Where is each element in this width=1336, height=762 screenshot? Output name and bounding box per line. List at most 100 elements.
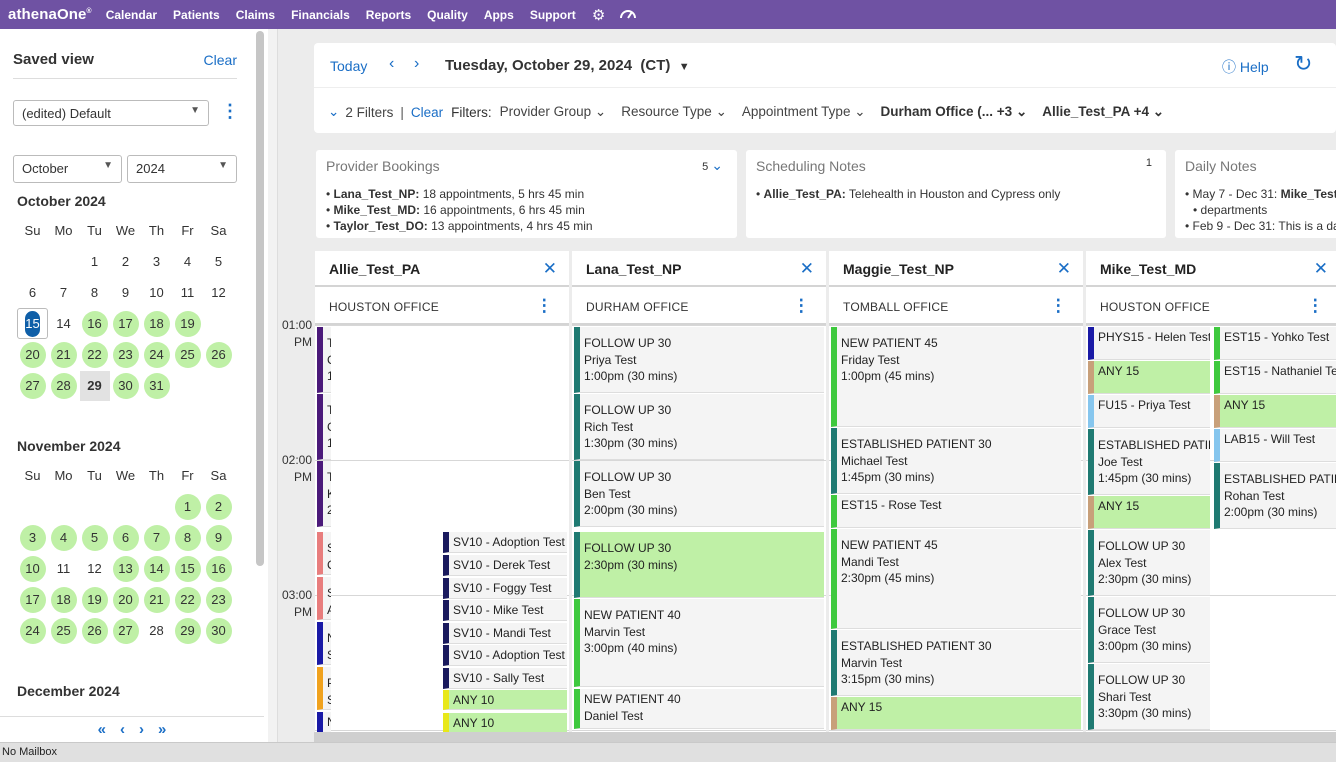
calendar-day[interactable]: 11 <box>172 277 203 308</box>
calendar-day[interactable]: 14 <box>48 308 79 339</box>
close-icon[interactable]: ✕ <box>1056 259 1071 278</box>
appointment-slot[interactable]: ESTABLISHED PATIENT 30 Michael Test 1:45pm… <box>831 428 1081 494</box>
calendar-day[interactable]: 20 <box>17 339 48 370</box>
saved-view-kebab-icon[interactable]: ⋮ <box>221 101 239 121</box>
next-day-icon[interactable]: › <box>414 55 420 72</box>
calendar-day[interactable]: 1 <box>79 246 110 277</box>
calendar-day[interactable]: 24 <box>17 615 48 646</box>
calendar-day[interactable]: 18 <box>48 584 79 615</box>
calendar-day[interactable]: 8 <box>172 522 203 553</box>
appointment-slot[interactable]: SICK VISIT 20Chloe Test <box>317 532 331 575</box>
column-kebab-icon[interactable]: ⋮ <box>1049 296 1067 315</box>
column-kebab-icon[interactable]: ⋮ <box>792 296 810 315</box>
appointment-slot[interactable]: ANY 15 <box>831 697 1081 730</box>
close-icon[interactable]: ✕ <box>542 259 557 278</box>
saved-view-select[interactable]: (edited) Default ▼ <box>13 100 209 126</box>
horizontal-scrollbar[interactable] <box>314 732 1336 742</box>
today-button[interactable]: Today <box>330 58 368 74</box>
appointment-slot[interactable]: EST15 - Rose Test <box>831 495 1081 528</box>
appointment-slot[interactable]: EST15 - Yohko Test <box>1214 327 1336 360</box>
appointment-slot[interactable]: ESTABLISHED PATIENT Joe Test 1:45pm (30 mi… <box>1088 429 1210 495</box>
calendar-day[interactable]: 31 <box>141 370 172 401</box>
current-date[interactable]: Tuesday, October 29, 2024 (CT) ▼ <box>445 57 690 74</box>
calendar-day[interactable]: 15 <box>172 553 203 584</box>
appointment-slot[interactable]: ANY 15 <box>1088 361 1210 394</box>
nav-support[interactable]: Support <box>529 7 576 22</box>
appointment-slot[interactable]: SICK VISIT 20Alex Test <box>317 577 331 620</box>
saved-view-clear-link[interactable]: Clear <box>203 52 237 68</box>
athena-logo[interactable]: athenaOne® <box>8 6 92 23</box>
nav-patients[interactable]: Patients <box>173 7 220 22</box>
column-kebab-icon[interactable]: ⋮ <box>1306 296 1324 315</box>
appointment-slot[interactable]: SV10 - Mike Test <box>443 600 567 621</box>
calendar-day[interactable]: 25 <box>172 339 203 370</box>
appointment-slot[interactable]: NEW PATIENT 40 Daniel Test <box>574 689 824 729</box>
close-icon[interactable]: ✕ <box>799 259 814 278</box>
nav-reports[interactable]: Reports <box>365 7 412 22</box>
month-select[interactable]: October ▼ <box>13 155 122 183</box>
filter-appointment-type[interactable]: Appointment Type ⌄ <box>742 104 866 120</box>
calendar-day[interactable]: 5 <box>79 522 110 553</box>
calendar-day[interactable]: 2 <box>110 246 141 277</box>
appointment-slot[interactable]: ANY 10 <box>443 713 567 733</box>
calendar-day[interactable]: 23 <box>110 339 141 370</box>
calendar-day[interactable]: 4 <box>172 246 203 277</box>
calendar-day[interactable]: 19 <box>79 584 110 615</box>
appointment-slot[interactable]: NEW PATIENT 20Stella Test <box>317 622 331 665</box>
appointment-slot[interactable]: FOLLOW UP 30 Rich Test 1:30pm (30 mins) <box>574 394 824 460</box>
prev-day-icon[interactable]: ‹ <box>389 55 395 72</box>
calendar-day[interactable]: 27 <box>110 615 141 646</box>
calendar-day[interactable]: 20 <box>110 584 141 615</box>
filters-toggle-chevron-icon[interactable]: ⌄ <box>328 104 340 119</box>
calendar-day[interactable]: 16 <box>79 308 110 339</box>
appointment-slot[interactable]: FOLLOW UP 30 Alex Test 2:30pm (30 mins) <box>1088 530 1210 596</box>
calendar-day[interactable]: 22 <box>172 584 203 615</box>
calendar-day[interactable]: 29 <box>79 370 110 401</box>
calendar-day[interactable]: 27 <box>17 370 48 401</box>
appointment-slot[interactable]: ANY 15 <box>1214 395 1336 428</box>
provider-bookings-count[interactable]: 5 ⌄ <box>702 157 723 174</box>
calendar-day[interactable]: 10 <box>141 277 172 308</box>
filter-department[interactable]: Durham Office (... +3 ⌄ <box>881 104 1028 120</box>
calendar-day[interactable]: 4 <box>48 522 79 553</box>
calendar-day[interactable]: 15 <box>17 308 48 339</box>
appointment-slot[interactable]: NEW PATIENT 45 Friday Test 1:00pm (45 mins… <box>831 327 1081 427</box>
appointment-slot[interactable]: EST15 - Nathaniel Test <box>1214 361 1336 394</box>
calendar-day[interactable]: 16 <box>203 553 234 584</box>
calendar-day[interactable]: 29 <box>172 615 203 646</box>
calendar-day[interactable]: 14 <box>141 553 172 584</box>
nav-quality[interactable]: Quality <box>427 7 468 22</box>
prev-page-icon[interactable]: ‹ <box>120 721 125 738</box>
filter-provider[interactable]: Allie_Test_PA +4 ⌄ <box>1042 104 1164 120</box>
calendar-day[interactable]: 17 <box>17 584 48 615</box>
appointment-slot[interactable]: SV10 - Sally Test <box>443 668 567 689</box>
calendar-day[interactable]: 11 <box>48 553 79 584</box>
appointment-slot[interactable]: FOLLOW UP 30 Ben Test 2:00pm (30 mins) <box>574 461 824 527</box>
appointment-slot[interactable]: SV10 - Derek Test <box>443 555 567 576</box>
appointment-slot[interactable]: SV10 - Adoption Test <box>443 532 567 553</box>
calendar-day[interactable]: 28 <box>141 615 172 646</box>
calendar-day[interactable]: 9 <box>110 277 141 308</box>
calendar-day[interactable]: 13 <box>110 553 141 584</box>
calendar-day[interactable]: 30 <box>203 615 234 646</box>
calendar-day[interactable]: 6 <box>17 277 48 308</box>
appointment-slot[interactable]: FOLLOW UP 30 2:30pm (30 mins) <box>574 532 824 598</box>
year-select[interactable]: 2024 ▼ <box>127 155 237 183</box>
calendar-day[interactable]: 21 <box>141 584 172 615</box>
calendar-day[interactable]: 25 <box>48 615 79 646</box>
appointment-slot[interactable]: SV10 - Foggy Test <box>443 578 567 599</box>
filter-count[interactable]: 2 Filters <box>345 104 394 120</box>
appointment-slot[interactable]: ESTABLISHED PATIENT 30 Marvin Test 3:15pm … <box>831 630 1081 696</box>
appointment-slot[interactable]: FOLLOW UP 30 Priya Test 1:00pm (30 mins) <box>574 327 824 393</box>
calendar-day[interactable]: 1 <box>172 491 203 522</box>
calendar-day[interactable]: 28 <box>48 370 79 401</box>
calendar-day[interactable]: 30 <box>110 370 141 401</box>
refresh-icon[interactable]: ↻ <box>1294 51 1313 76</box>
appointment-slot[interactable]: FU15 - Priya Test <box>1088 395 1210 428</box>
calendar-day[interactable]: 5 <box>203 246 234 277</box>
appointment-slot[interactable]: FOLLOW UP 30 Shari Test 3:30pm (30 mins) <box>1088 664 1210 730</box>
calendar-day[interactable]: 7 <box>48 277 79 308</box>
calendar-day[interactable]: 18 <box>141 308 172 339</box>
